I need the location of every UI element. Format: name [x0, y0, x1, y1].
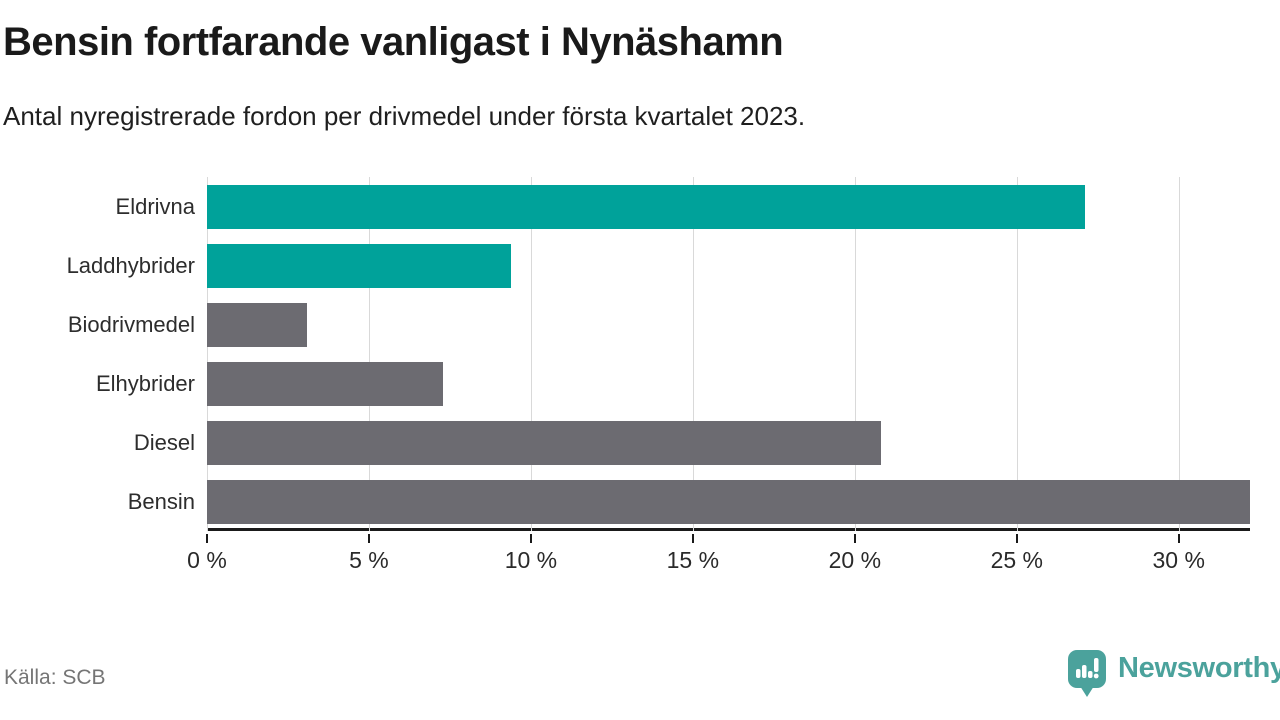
grid-line — [1178, 177, 1180, 531]
newsworthy-logo-icon — [1068, 650, 1106, 697]
bar-diesel — [207, 420, 881, 465]
bar-elhybrider — [207, 361, 444, 406]
x-tick-label: 30 % — [1152, 547, 1205, 573]
bar-laddhybrider — [207, 243, 512, 288]
bar-bensin — [207, 479, 1250, 524]
x-tick-label: 10 % — [504, 547, 558, 573]
grid-line — [1016, 177, 1018, 531]
newsworthy-wordmark: Newsworthy — [1118, 652, 1280, 684]
chart-title: Bensin fortfarande vanligast i Nynäshamn — [3, 20, 784, 64]
bar-chart-exclamation-icon — [1076, 658, 1099, 679]
axis-tick — [367, 534, 370, 543]
axis-tick — [529, 534, 532, 543]
plot-area: 0 % 5 % 10 % 15 % 20 % 25 % 30 % — [187, 177, 1250, 573]
speech-bubble-shape — [1068, 650, 1106, 688]
speech-bubble-tail — [1080, 686, 1094, 697]
x-tick-label: 0 % — [187, 547, 227, 573]
grid-line — [854, 177, 856, 531]
grid-line — [368, 177, 370, 531]
bar-eldrivna — [207, 184, 1085, 229]
x-tick-label: 5 % — [349, 547, 389, 573]
category-label: Biodrivmedel — [67, 311, 195, 337]
axis-tick — [853, 534, 856, 543]
grid-line — [692, 177, 694, 531]
grid-line — [530, 177, 532, 531]
x-tick-label: 20 % — [828, 547, 882, 573]
axis-tick — [206, 534, 208, 543]
category-label: Bensin — [127, 488, 195, 514]
category-label: Eldrivna — [115, 193, 195, 219]
axis-tick — [1177, 534, 1180, 543]
chart-subtitle: Antal nyregistrerade fordon per drivmede… — [3, 101, 806, 131]
newsworthy-logo: Newsworthy — [1068, 650, 1280, 697]
axis-tick — [1015, 534, 1018, 543]
grid-line — [207, 177, 208, 531]
x-tick-label: 25 % — [990, 547, 1043, 573]
category-label: Laddhybrider — [66, 252, 195, 278]
source-note: Källa: SCB — [4, 666, 106, 689]
category-label: Elhybrider — [95, 370, 195, 396]
axis-tick — [691, 534, 694, 543]
category-axis-labels: Eldrivna Laddhybrider Biodrivmedel Elhybrid… — [0, 177, 195, 531]
category-label: Diesel — [133, 429, 195, 455]
bar-biodrivmedel — [207, 302, 308, 347]
x-tick-label: 15 % — [666, 547, 720, 573]
